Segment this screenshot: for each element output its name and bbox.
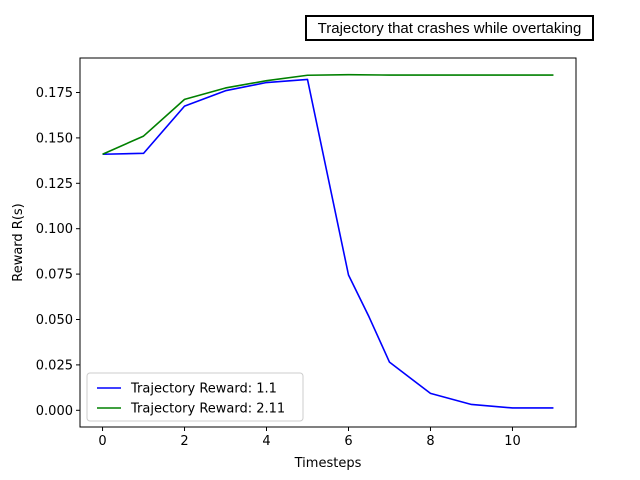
- x-axis-label: Timesteps: [294, 456, 362, 471]
- x-tick-label: 8: [426, 434, 434, 449]
- plot-area: 0 2 4 6 8 10 0.0000.0250.0500.0750.1000.1250.…: [36, 57, 577, 449]
- x-tick-label: 6: [344, 434, 352, 449]
- x-tick-label: 10: [504, 434, 521, 449]
- axes-background: [80, 58, 576, 427]
- y-axis-ticks: 0.000 0.025 0.050 0.075 0.100 0.125 0.150 0.175: [36, 86, 80, 419]
- x-tick-label: 4: [262, 434, 270, 449]
- y-tick-label: 0.100: [36, 222, 73, 237]
- axes-frame: [79, 57, 577, 428]
- x-tick-label: 0: [98, 434, 106, 449]
- legend: Trajectory Reward: 1.1 Trajectory Reward:…: [86, 372, 304, 422]
- chart-title: Trajectory that crashes while overtaking: [318, 20, 582, 37]
- title-frame: [305, 15, 594, 41]
- y-tick-label: 0.000: [36, 404, 73, 419]
- y-tick-label: 0.125: [36, 177, 73, 192]
- series-line-2: [102, 73, 554, 155]
- legend-frame: [86, 372, 304, 422]
- y-tick-label: 0.175: [36, 86, 73, 101]
- y-axis-label: Reward R(s): [11, 203, 26, 282]
- y-tick-label: 0.025: [36, 358, 73, 373]
- series-line-1: [102, 78, 554, 409]
- legend-label-2: Trajectory Reward: 2.11: [130, 402, 285, 417]
- y-tick-label: 0.050: [36, 313, 73, 328]
- y-tick-label: 0.075: [36, 268, 73, 283]
- y-tick-label: 0.150: [36, 131, 73, 146]
- chart-title-box: Trajectory that crashes while overtaking: [305, 15, 594, 41]
- legend-label-1: Trajectory Reward: 1.1: [130, 382, 277, 397]
- x-tick-label: 2: [180, 434, 188, 449]
- x-axis-ticks: 0 2 4 6 8 10: [98, 427, 521, 449]
- series-lines: [102, 73, 554, 409]
